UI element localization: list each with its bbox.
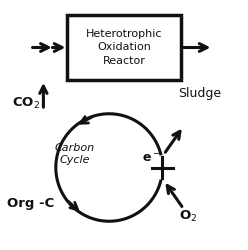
Text: e$^-$: e$^-$ [142,152,160,166]
Text: O$_2$: O$_2$ [179,209,197,224]
Circle shape [151,156,174,179]
Text: Heterotrophic
Oxidation
Reactor: Heterotrophic Oxidation Reactor [86,29,162,66]
Text: Carbon
Cycle: Carbon Cycle [54,142,94,165]
Text: Sludge: Sludge [179,87,222,100]
Bar [67,15,181,80]
Text: Org -C: Org -C [7,197,55,210]
Text: CO$_2$: CO$_2$ [12,96,40,111]
